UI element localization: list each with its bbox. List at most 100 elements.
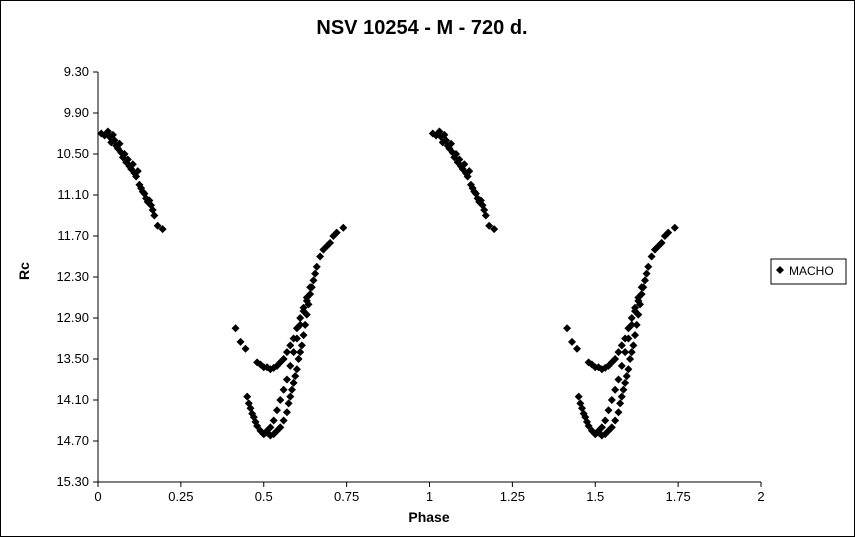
data-point — [273, 406, 282, 415]
data-point — [611, 385, 620, 394]
data-point — [573, 344, 582, 353]
data-point — [611, 416, 620, 425]
data-point — [299, 331, 308, 340]
data-point — [299, 307, 308, 316]
data-point — [614, 375, 623, 384]
y-tick-label: 11.10 — [57, 187, 89, 202]
data-point — [282, 375, 291, 384]
data-point — [153, 221, 162, 230]
y-tick-label: 14.70 — [56, 433, 89, 448]
data-point — [627, 348, 636, 357]
data-point — [287, 385, 296, 394]
data-point — [150, 211, 159, 220]
data-point — [312, 262, 321, 271]
data-point — [617, 392, 626, 401]
data-point — [289, 378, 298, 387]
x-tick-label: 1.75 — [665, 489, 690, 504]
data-point — [604, 406, 613, 415]
data-point — [120, 150, 129, 158]
data-point — [158, 225, 167, 234]
data-point — [289, 348, 298, 357]
y-tick-label: 12.90 — [56, 310, 89, 325]
data-point — [115, 139, 124, 148]
x-axis-ticks: 0 0.25 0.5 0.75 1 1.25 1.5 1.75 2 — [94, 482, 765, 504]
data-point — [266, 423, 275, 432]
x-tick-label: 0.25 — [168, 489, 193, 504]
y-tick-label: 12.30 — [56, 269, 89, 284]
data-point — [622, 372, 631, 381]
data-point — [133, 167, 142, 176]
legend-label: MACHO — [789, 264, 834, 278]
data-point — [294, 355, 303, 363]
data-point — [297, 341, 306, 350]
data-point — [631, 307, 640, 316]
data-point — [621, 348, 630, 357]
data-point — [284, 399, 293, 408]
data-point — [326, 238, 335, 247]
data-point — [634, 296, 643, 305]
data-point — [452, 150, 461, 158]
data-point — [276, 396, 285, 404]
y-axis-ticks: 9.30 9.90 10.50 11.10 11.70 12.30 12.90 13.50 14… — [56, 64, 98, 489]
data-point — [617, 361, 626, 370]
data-point — [253, 421, 262, 430]
y-tick-label: 9.90 — [64, 105, 89, 120]
data-point — [123, 155, 132, 164]
data-point — [282, 348, 291, 357]
x-axis-title: Phase — [408, 509, 449, 525]
data-point — [282, 408, 291, 417]
data-point — [241, 344, 250, 353]
data-point — [332, 228, 341, 237]
data-point — [292, 365, 301, 374]
data-point — [640, 276, 649, 285]
data-point — [611, 355, 620, 363]
data-point — [296, 314, 305, 322]
x-tick-label: 1 — [426, 489, 433, 504]
data-point — [485, 221, 494, 230]
data-point — [122, 158, 131, 167]
data-point — [296, 320, 305, 329]
data-point — [447, 139, 456, 148]
data-point — [617, 341, 626, 350]
y-axis-title: Rc — [16, 262, 32, 280]
data-point — [236, 337, 245, 346]
data-point — [664, 228, 673, 237]
data-point — [631, 331, 640, 340]
data-point — [301, 320, 310, 329]
legend-box — [770, 258, 847, 285]
data-point — [670, 223, 679, 232]
x-tick-label: 0.5 — [255, 489, 273, 504]
data-point — [306, 283, 315, 292]
data-point — [455, 155, 464, 164]
data-point — [574, 392, 583, 401]
x-tick-label: 2 — [757, 489, 764, 504]
data-point — [339, 223, 348, 232]
data-point — [624, 365, 633, 374]
data-point — [616, 399, 625, 408]
data-point — [296, 348, 305, 357]
data-point — [286, 361, 295, 370]
data-point — [279, 355, 288, 363]
legend-marker-icon — [776, 266, 784, 274]
data-point — [309, 276, 318, 285]
data-point — [619, 385, 628, 394]
data-point — [642, 269, 651, 278]
data-point — [311, 269, 320, 278]
data-point — [627, 314, 636, 322]
data-point — [647, 252, 656, 261]
data-point — [597, 423, 606, 432]
y-tick-label: 15.30 — [56, 474, 89, 489]
data-point — [465, 167, 474, 176]
data-point — [292, 334, 301, 343]
y-tick-label: 11.70 — [57, 228, 89, 243]
data-point — [490, 225, 499, 234]
data-points — [97, 127, 679, 440]
data-point — [614, 408, 623, 417]
data-point — [584, 421, 593, 430]
data-point — [644, 262, 653, 271]
y-tick-label: 10.50 — [56, 146, 89, 161]
legend: MACHO — [770, 258, 847, 285]
chart-title: NSV 10254 - M - 720 d. — [316, 17, 527, 39]
data-point — [624, 334, 633, 343]
